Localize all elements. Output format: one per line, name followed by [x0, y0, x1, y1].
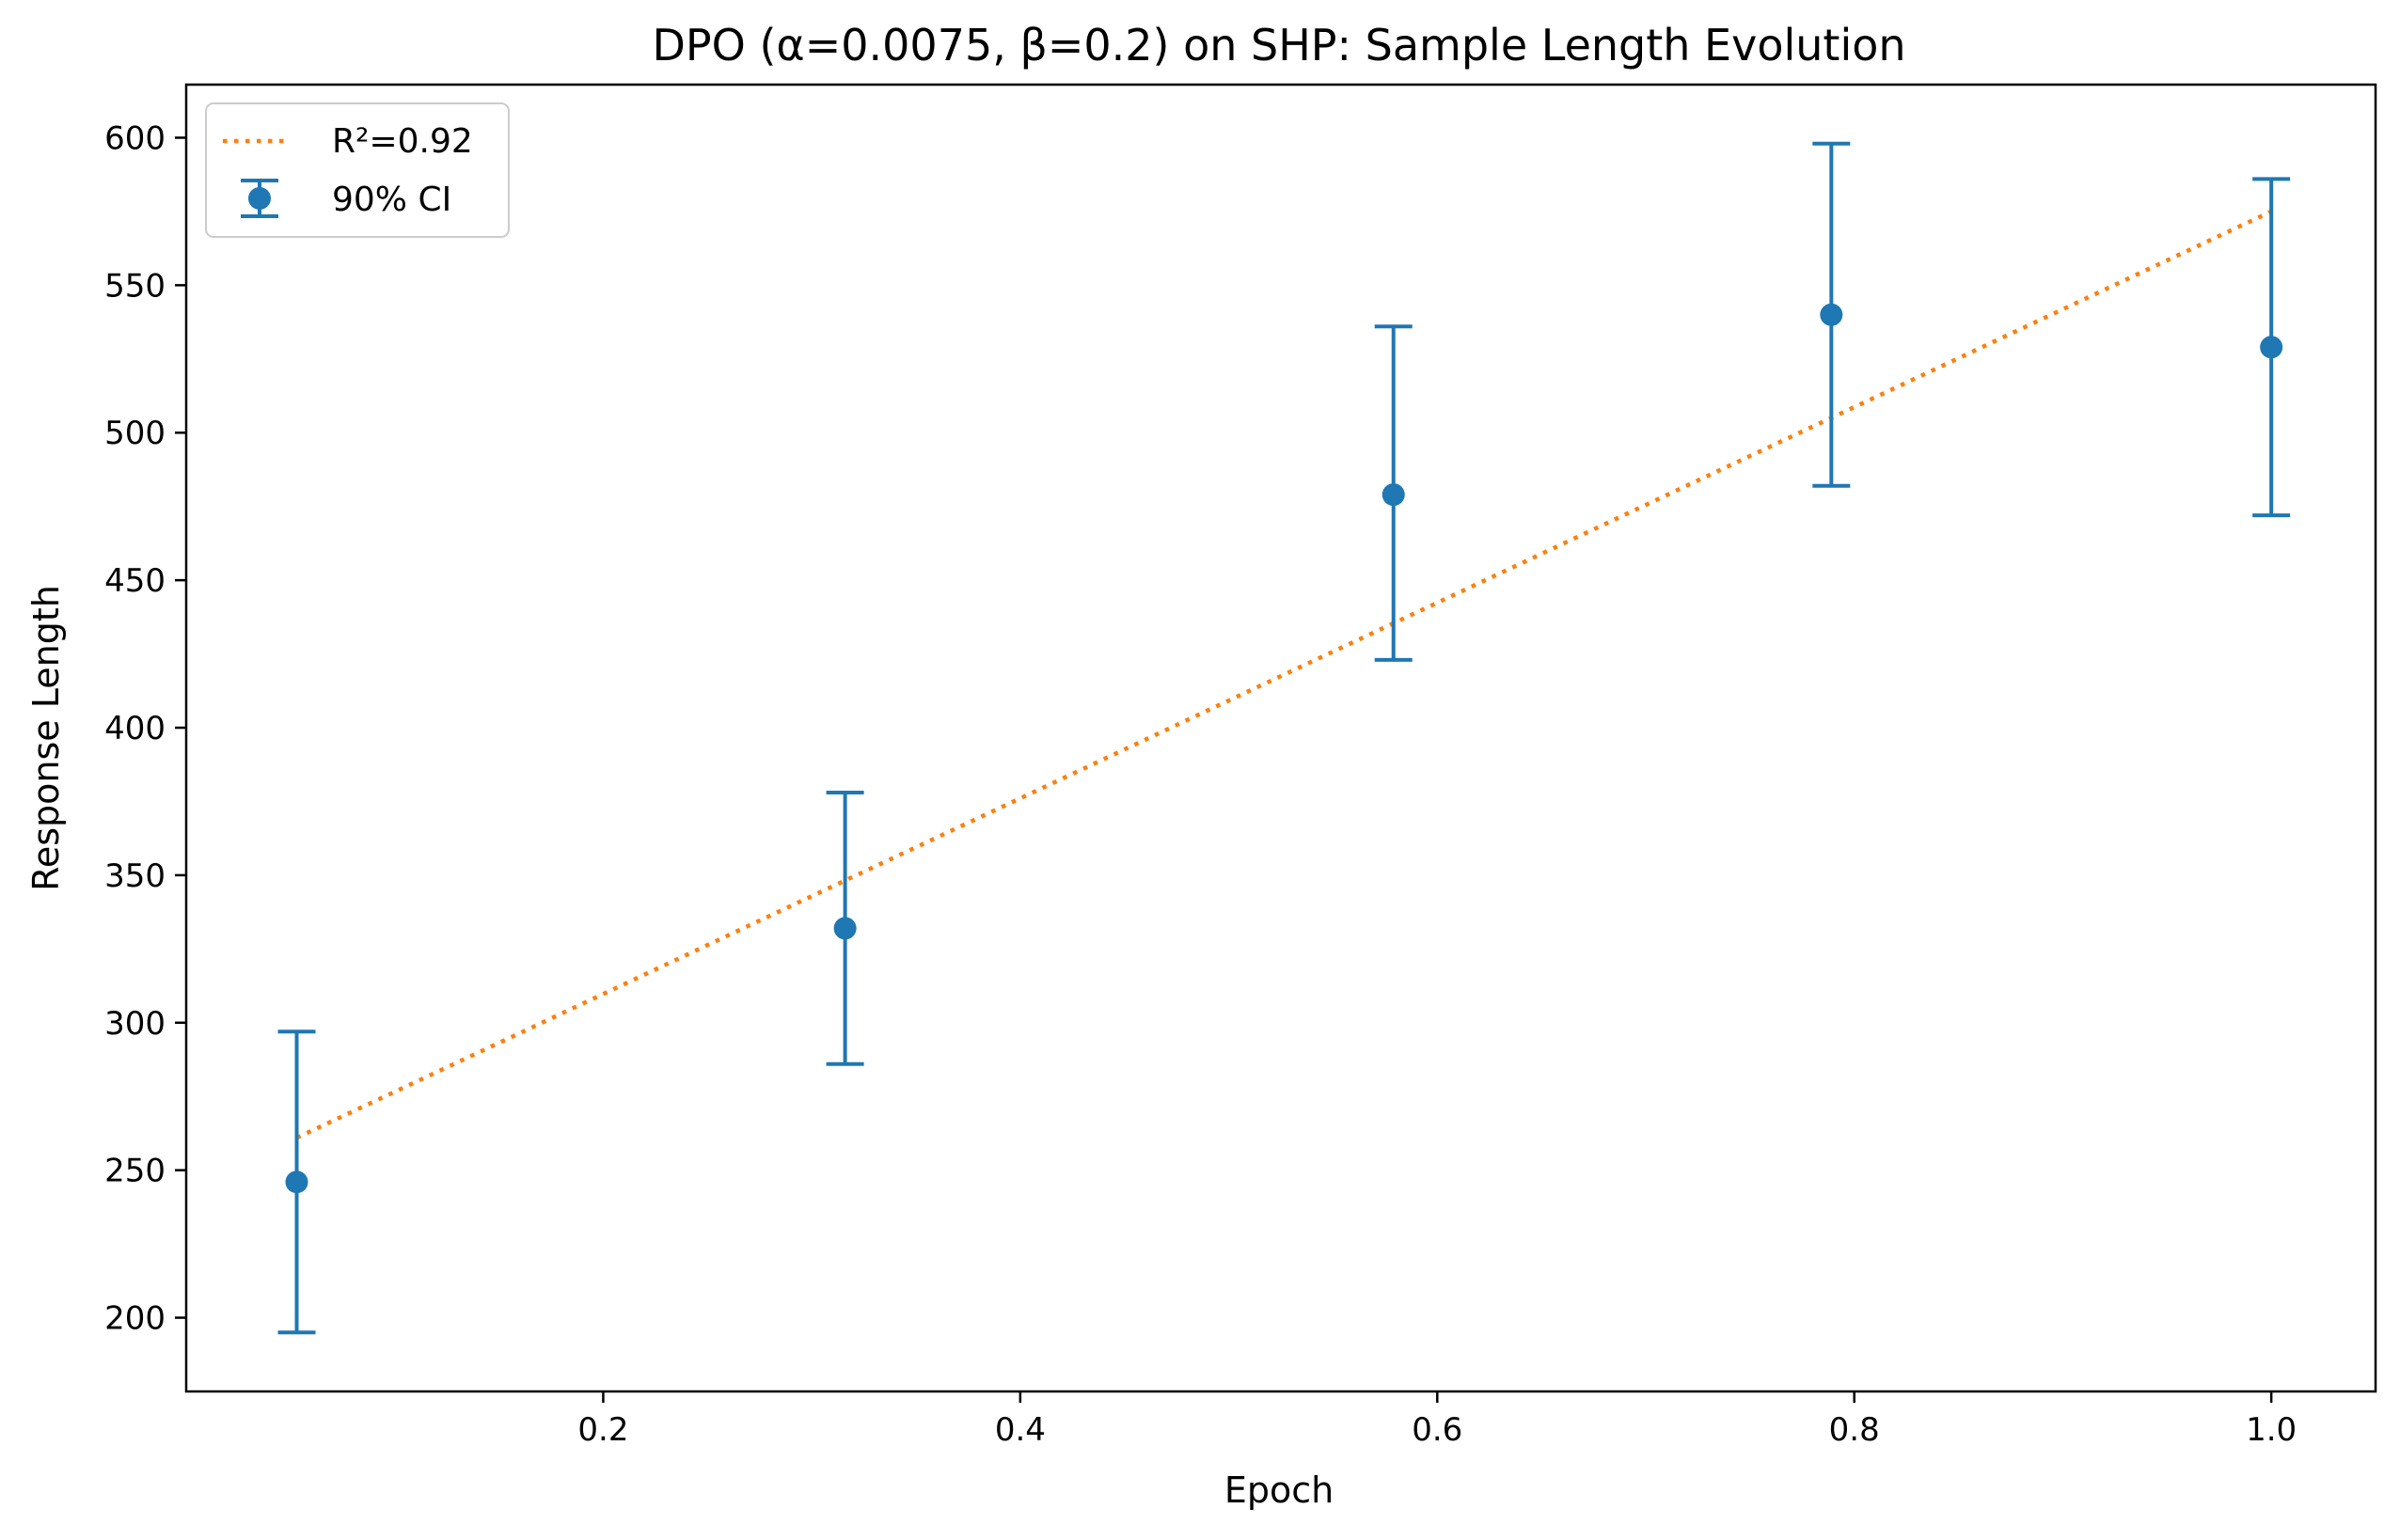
y-tick-label: 200 [104, 1300, 166, 1338]
x-tick-label: 1.0 [2246, 1411, 2297, 1449]
x-tick-label: 0.2 [577, 1411, 628, 1449]
legend-ci-marker [248, 187, 271, 210]
y-tick-label: 400 [104, 710, 166, 747]
x-axis-label: Epoch [1224, 1469, 1334, 1511]
data-point-group [826, 791, 864, 1066]
x-tick-label: 0.6 [1412, 1411, 1462, 1449]
y-tick-label: 600 [104, 119, 166, 157]
legend-trend-label: R²=0.92 [332, 122, 473, 161]
legend-ci-swatch [241, 179, 278, 218]
data-point [285, 1171, 308, 1194]
x-tick-label: 0.4 [995, 1411, 1046, 1449]
y-tick-label: 300 [104, 1005, 166, 1043]
y-tick-label: 350 [104, 857, 166, 895]
y-tick-label: 450 [104, 562, 166, 600]
data-point-group [1812, 141, 1851, 488]
plot-area [184, 83, 2377, 1393]
y-axis: 200 250 300 350 400 450 500 550 600 [104, 119, 186, 1338]
data-point [833, 917, 857, 940]
chart-title: DPO (α=0.0075, β=0.2) on SHP: Sample Len… [652, 20, 1905, 71]
data-point-group [2252, 177, 2291, 518]
legend-ci-label: 90% CI [332, 181, 451, 219]
legend: R²=0.92 90% CI [205, 102, 510, 238]
legend-frame [205, 102, 510, 238]
x-axis: 0.2 0.4 0.6 0.8 1.0 [577, 1391, 2297, 1449]
y-tick-label: 550 [104, 267, 166, 305]
x-tick-label: 0.8 [1829, 1411, 1880, 1449]
y-tick-label: 500 [104, 415, 166, 452]
data-point [1382, 483, 1405, 507]
y-axis-label: Response Length [25, 585, 67, 891]
data-point-group [1374, 324, 1413, 662]
plot-frame [184, 83, 2377, 1393]
data-point [2260, 336, 2283, 359]
y-tick-label: 250 [104, 1153, 166, 1190]
series-layer [277, 141, 2291, 1335]
trend-line [295, 209, 2273, 1140]
data-point-group [277, 1029, 316, 1335]
data-point [1820, 303, 1843, 326]
